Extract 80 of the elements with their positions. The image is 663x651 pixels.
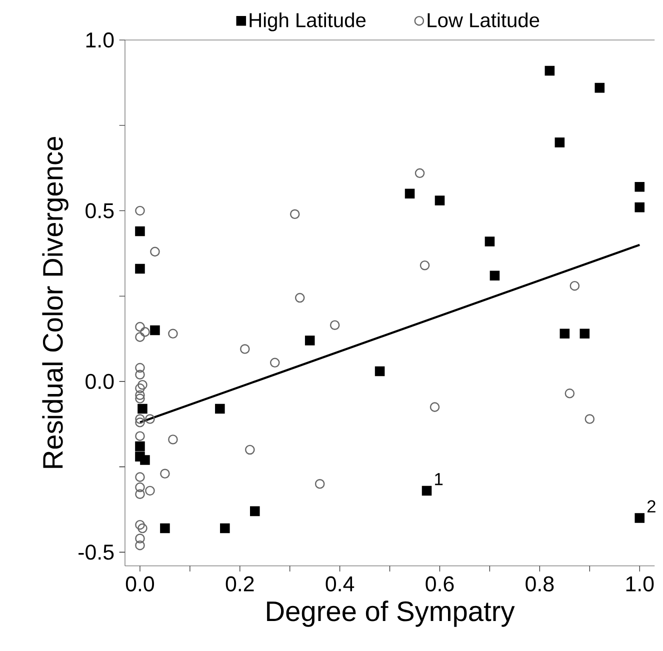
point [430, 402, 440, 412]
point [160, 523, 170, 534]
point [145, 414, 155, 424]
point [404, 188, 415, 199]
x-tick-label: 0.2 [226, 576, 254, 592]
point [135, 370, 145, 380]
point [135, 362, 145, 373]
point [135, 520, 145, 530]
point [270, 358, 280, 368]
x-tick-label: 0.4 [326, 576, 354, 592]
point [168, 434, 178, 444]
point [160, 468, 170, 479]
point [250, 506, 260, 516]
point [570, 281, 580, 291]
point [304, 336, 315, 346]
point [374, 366, 385, 376]
annotation: 2 [647, 500, 656, 512]
x-tick-label: 0.0 [126, 576, 154, 592]
point [560, 328, 570, 339]
point [220, 523, 230, 534]
point [634, 202, 645, 212]
point [245, 444, 255, 455]
point [135, 322, 145, 332]
point [584, 414, 595, 424]
point [140, 455, 150, 465]
point [420, 260, 430, 270]
point [314, 479, 325, 489]
point [138, 404, 148, 414]
point [135, 472, 145, 482]
point [240, 344, 250, 354]
y-tick-label: 0.0 [86, 374, 114, 390]
point [150, 246, 160, 257]
point [135, 264, 145, 274]
annotation: 1 [435, 473, 443, 486]
point [634, 182, 645, 192]
point [215, 404, 225, 414]
point [135, 534, 145, 544]
y-tick-label: 1.0 [86, 32, 114, 48]
point [422, 486, 432, 496]
point [135, 383, 145, 394]
y-tick-label: -0.5 [78, 544, 114, 560]
point [135, 414, 145, 424]
legend-label: High Latitude [250, 12, 366, 32]
point [434, 196, 445, 206]
point [138, 523, 148, 534]
point [150, 325, 160, 336]
point [135, 482, 145, 492]
point [135, 206, 145, 216]
point [290, 209, 300, 220]
point [135, 489, 145, 500]
point [135, 418, 145, 428]
x-axis-title: Degree of Sympatry [267, 600, 515, 627]
point [544, 66, 555, 76]
point [580, 328, 590, 339]
point [135, 442, 145, 452]
point [554, 138, 565, 148]
point [135, 431, 145, 442]
point [414, 168, 425, 178]
point [138, 380, 148, 390]
point [135, 332, 145, 342]
point [135, 540, 145, 550]
point [484, 236, 495, 246]
x-tick-label: 1.0 [626, 576, 654, 592]
point [168, 328, 178, 339]
point [634, 513, 645, 524]
y-axis-title: Residual Color Divergence [42, 137, 68, 468]
point [490, 270, 500, 281]
point [594, 83, 605, 93]
point [135, 390, 145, 400]
y-tick-label: 0.5 [86, 203, 114, 218]
point [294, 292, 305, 303]
x-tick-label: 0.6 [426, 576, 454, 592]
point [145, 486, 155, 496]
point [135, 226, 145, 236]
legend-label: Low Latitude [428, 12, 540, 28]
point [135, 394, 145, 404]
x-tick-label: 0.8 [526, 576, 554, 592]
point [140, 327, 150, 337]
point [330, 320, 340, 330]
point [564, 388, 575, 398]
